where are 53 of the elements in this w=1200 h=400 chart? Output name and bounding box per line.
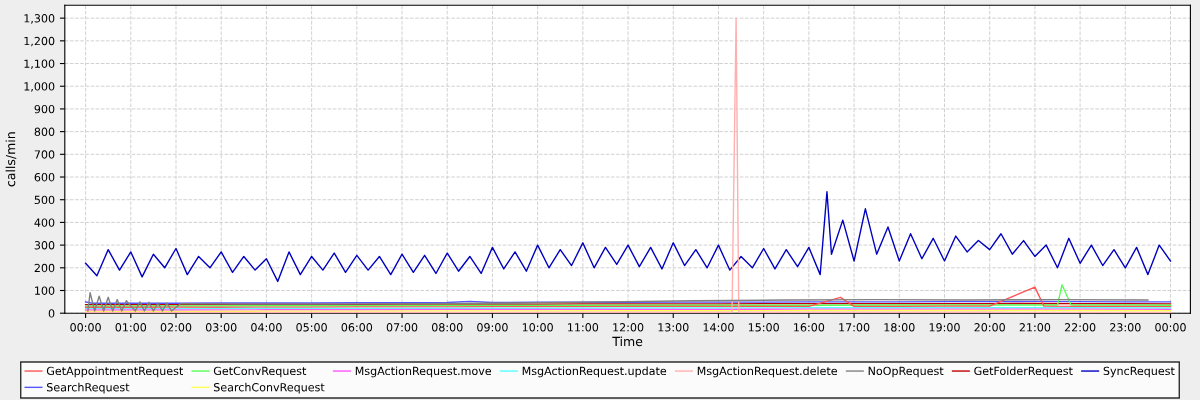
y-tick-label: 600 bbox=[34, 172, 55, 182]
x-tick-label: 14:00 bbox=[703, 323, 734, 332]
y-tick-label: 200 bbox=[34, 263, 55, 273]
y-tick-label: 300 bbox=[34, 241, 55, 250]
x-tick-label: 00:00 bbox=[70, 323, 101, 332]
y-tick-label: 0 bbox=[48, 309, 55, 318]
y-tick-label: 1,100 bbox=[24, 59, 55, 70]
y-tick-label: 400 bbox=[34, 218, 55, 227]
x-tick-label: 11:00 bbox=[568, 323, 599, 332]
y-tick-label: 100 bbox=[35, 286, 55, 295]
legend-label: MsgActionRequest.update bbox=[522, 366, 667, 378]
x-tick-label: 09:00 bbox=[477, 323, 508, 332]
x-tick-label: 19:00 bbox=[929, 323, 960, 332]
x-tick-label: 15:00 bbox=[748, 323, 779, 332]
legend-label: SearchRequest bbox=[47, 382, 130, 394]
legend-label: MsgActionRequest.move bbox=[355, 366, 492, 378]
x-tick-label: 04:00 bbox=[251, 323, 282, 332]
x-tick-label: 00:00 bbox=[1155, 323, 1186, 332]
y-tick-label: 700 bbox=[34, 150, 55, 159]
x-axis-title: Time bbox=[612, 336, 643, 347]
y-tick-label: 1,000 bbox=[24, 82, 55, 92]
x-tick-label: 05:00 bbox=[296, 323, 327, 332]
x-tick-label: 03:00 bbox=[205, 323, 237, 332]
x-tick-label: 12:00 bbox=[613, 323, 644, 332]
legend-label: GetAppointmentRequest bbox=[46, 366, 183, 378]
x-tick-label: 18:00 bbox=[884, 323, 915, 332]
y-tick-label: 1,200 bbox=[24, 36, 55, 47]
legend-label: SearchConvRequest bbox=[213, 382, 325, 394]
line-series bbox=[84, 191, 1172, 283]
x-tick-label: 07:00 bbox=[386, 323, 418, 332]
legend-label: GetFolderRequest bbox=[974, 366, 1073, 378]
x-tick-label: 21:00 bbox=[1019, 323, 1051, 332]
x-tick-label: 13:00 bbox=[658, 323, 689, 332]
x-tick-label: 16:00 bbox=[794, 323, 825, 332]
y-tick-label: 800 bbox=[34, 127, 55, 136]
legend-label: MsgActionRequest.delete bbox=[697, 366, 838, 378]
x-tick-label: 22:00 bbox=[1064, 323, 1096, 332]
legend-label: SyncRequest bbox=[1103, 366, 1175, 378]
x-tick-label: 10:00 bbox=[522, 323, 553, 332]
x-tick-label: 08:00 bbox=[431, 323, 463, 332]
x-tick-label: 01:00 bbox=[115, 323, 147, 332]
y-tick-label: 900 bbox=[34, 104, 55, 114]
x-tick-label: 23:00 bbox=[1110, 323, 1141, 332]
x-tick-label: 20:00 bbox=[974, 323, 1005, 332]
legend-label: GetConvRequest bbox=[213, 366, 307, 378]
y-tick-label: 1,300 bbox=[24, 14, 55, 24]
y-tick-label: 500 bbox=[34, 195, 55, 205]
x-tick-label: 06:00 bbox=[341, 323, 373, 332]
legend-label: NoOpRequest bbox=[868, 366, 944, 378]
x-tick-label: 17:00 bbox=[839, 323, 870, 332]
line-series bbox=[87, 292, 1149, 312]
y-axis-title: calls/min bbox=[5, 132, 17, 187]
x-tick-label: 02:00 bbox=[160, 323, 192, 332]
